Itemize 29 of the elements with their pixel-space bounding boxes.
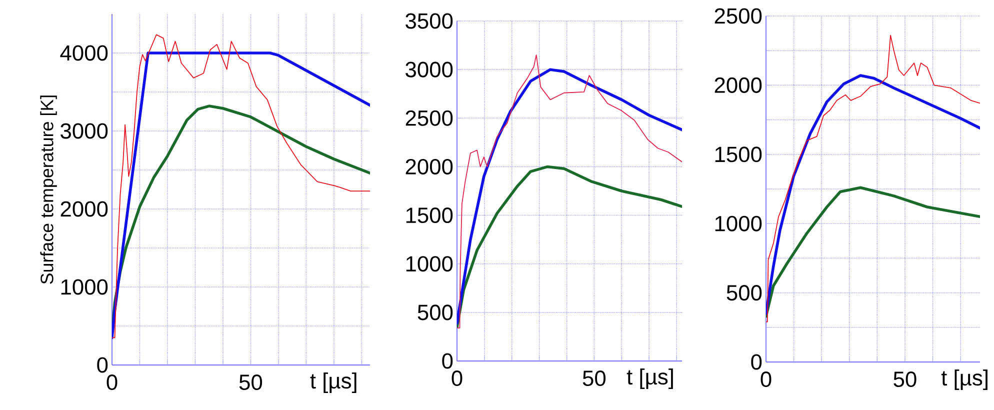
line-series (766, 34, 980, 322)
y-tick-label: 1500 (715, 146, 762, 162)
y-axis-title: Surface temperature [K] (40, 96, 57, 284)
x-axis-title: t [µs] (626, 368, 673, 389)
y-tick-label: 0 (442, 353, 453, 369)
x-axis-title: t [µs] (941, 370, 988, 390)
line-series (457, 165, 682, 328)
x-tick-label: 50 (582, 370, 606, 386)
y-tick-label: 2000 (60, 201, 108, 217)
x-tick-label: 50 (894, 372, 916, 388)
y-tick-label: 3000 (60, 123, 108, 139)
y-tick-label: 2500 (714, 8, 762, 24)
y-tick-label: 1500 (406, 208, 453, 224)
y-tick-label: 3000 (406, 62, 453, 78)
y-tick-label: 2000 (714, 77, 762, 93)
y-tick-label: 2000 (406, 158, 453, 174)
y-tick-label: 500 (418, 304, 453, 320)
y-tick-label: 1000 (715, 216, 762, 232)
x-tick-label: 50 (239, 374, 262, 390)
y-tick-label: 0 (97, 357, 108, 373)
y-tick-label: 0 (751, 354, 762, 370)
y-tick-label: 3500 (406, 13, 453, 29)
y-tick-label: 2500 (406, 110, 453, 126)
y-tick-label: 4000 (60, 45, 108, 61)
y-tick-label: 1000 (61, 279, 108, 295)
y-tick-label: 1000 (406, 256, 453, 272)
x-axis-title: t [µs] (310, 372, 356, 393)
line-series (766, 186, 980, 318)
y-tick-label: 500 (726, 285, 762, 301)
